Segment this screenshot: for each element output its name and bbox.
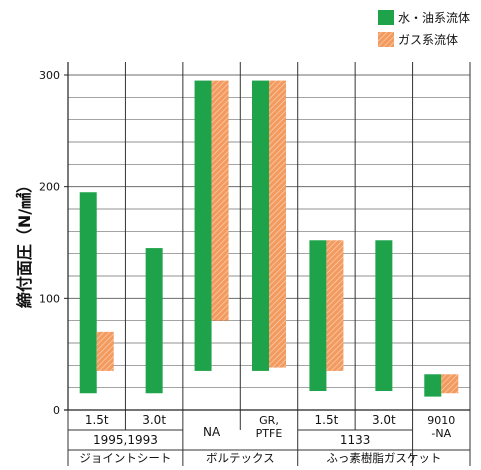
y-tick-label-100: 100 bbox=[39, 292, 60, 305]
bar-col6-liquid bbox=[424, 374, 442, 397]
axis: 0 100 200 300 締付面圧（N/㎟） bbox=[15, 62, 470, 417]
bar-col4-gas bbox=[326, 240, 344, 371]
x-tick-label-2: NA bbox=[203, 425, 221, 439]
y-axis-label: 締付面圧（N/㎟） bbox=[15, 177, 34, 308]
bars bbox=[79, 80, 459, 397]
bar-col2-gas bbox=[211, 80, 229, 321]
subgroup-label-0: 1995,1993 bbox=[93, 433, 158, 447]
x-tick-label-1: 3.0t bbox=[142, 413, 166, 427]
bar-col2-liquid bbox=[194, 80, 212, 371]
group-label-1: ボルテックス bbox=[206, 451, 275, 465]
legend-label-liquid: 水・油系流体 bbox=[398, 11, 470, 25]
x-tick-label-6-line-1: -NA bbox=[431, 427, 451, 440]
bar-col3-gas bbox=[269, 80, 286, 368]
group-label-2: ふっ素樹脂ガスケット bbox=[326, 451, 441, 465]
x-tick-label-3: GR, PTFE bbox=[256, 414, 283, 440]
bar-col3-liquid bbox=[252, 80, 269, 371]
bar-col6-gas bbox=[441, 374, 459, 394]
bar-col0-liquid bbox=[79, 192, 97, 394]
x-tick-label-0: 1.5t bbox=[85, 413, 109, 427]
y-tick-label-0: 0 bbox=[53, 404, 60, 417]
bar-col1-liquid bbox=[145, 248, 163, 394]
x-tick-label-3-line-1: PTFE bbox=[256, 427, 283, 440]
category-labels: 1.5t 3.0t NA GR, PTFE 1.5t 3.0t 9010 -NA 1995,199… bbox=[67, 410, 470, 466]
x-tick-label-5: 3.0t bbox=[372, 413, 396, 427]
legend-swatch-gas bbox=[378, 32, 394, 47]
legend-label-gas: ガス系流体 bbox=[398, 33, 458, 47]
bar-col5-liquid bbox=[375, 240, 393, 392]
x-tick-label-3-line-0: GR, bbox=[259, 414, 279, 427]
group-label-0: ジョイントシート bbox=[79, 451, 171, 465]
subgroup-label-1: 1133 bbox=[340, 433, 371, 447]
legend-swatch-liquid bbox=[378, 10, 394, 25]
bar-col4-liquid bbox=[309, 240, 327, 392]
y-tick-label-200: 200 bbox=[39, 181, 60, 194]
bar-col0-gas bbox=[96, 331, 114, 371]
x-tick-label-6: 9010 -NA bbox=[427, 414, 455, 440]
x-tick-label-6-line-0: 9010 bbox=[427, 414, 455, 427]
y-tick-label-300: 300 bbox=[39, 69, 60, 82]
x-tick-label-4: 1.5t bbox=[315, 413, 339, 427]
